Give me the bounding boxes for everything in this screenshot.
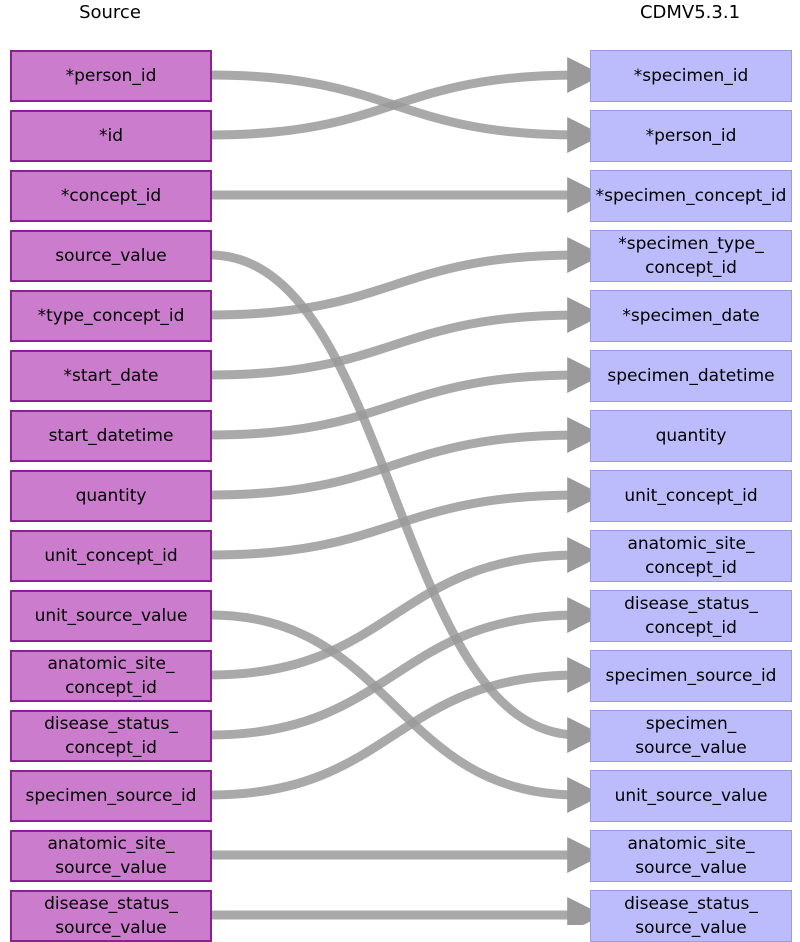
mapping-link-anatomic-site-concept-id-to-anatomic-site-concept-id	[209, 537, 604, 680]
source-field-start-date: *start_date	[10, 350, 212, 402]
target-column-header: CDMV5.3.1	[639, 2, 741, 23]
mapping-link-source-value-to-specimen-source-value	[209, 250, 604, 753]
mapping-link-type-concept-id-to-specimen-type-concept-id	[209, 237, 604, 320]
source-field-id: *id	[10, 110, 212, 162]
target-field-anatomic-site-concept-id: anatomic_site_ concept_id	[590, 530, 792, 582]
mapping-link-id-to-specimen-id	[209, 57, 604, 140]
source-field-concept-id: *concept_id	[10, 170, 212, 222]
source-field-person-id: *person_id	[10, 50, 212, 102]
target-field-specimen-type-concept-id: *specimen_type_ concept_id	[590, 230, 792, 282]
target-field-anatomic-site-source-value: anatomic_site_ source_value	[590, 830, 792, 882]
target-field-specimen-concept-id: *specimen_concept_id	[590, 170, 792, 222]
source-field-disease-status-source-value: disease_status_ source_value	[10, 890, 212, 942]
target-field-specimen-source-id: specimen_source_id	[590, 650, 792, 702]
target-field-person-id: *person_id	[590, 110, 792, 162]
target-field-specimen-date: *specimen_date	[590, 290, 792, 342]
mapping-link-start-datetime-to-specimen-datetime	[209, 357, 604, 440]
source-field-unit-concept-id: unit_concept_id	[10, 530, 212, 582]
target-field-unit-concept-id: unit_concept_id	[590, 470, 792, 522]
source-field-anatomic-site-concept-id: anatomic_site_ concept_id	[10, 650, 212, 702]
source-field-source-value: source_value	[10, 230, 212, 282]
source-field-specimen-source-id: specimen_source_id	[10, 770, 212, 822]
mapping-link-specimen-source-id-to-specimen-source-id	[209, 657, 604, 800]
target-field-unit-source-value: unit_source_value	[590, 770, 792, 822]
source-field-disease-status-concept-id: disease_status_ concept_id	[10, 710, 212, 762]
target-field-specimen-source-value: specimen_ source_value	[590, 710, 792, 762]
mapping-link-unit-concept-id-to-unit-concept-id	[209, 477, 604, 560]
source-field-start-datetime: start_datetime	[10, 410, 212, 462]
mapping-link-unit-source-value-to-unit-source-value	[209, 610, 604, 813]
target-field-specimen-id: *specimen_id	[590, 50, 792, 102]
source-column-header: Source	[79, 2, 141, 23]
mapping-link-start-date-to-specimen-date	[209, 297, 604, 380]
target-field-disease-status-concept-id: disease_status_ concept_id	[590, 590, 792, 642]
mapping-link-disease-status-concept-id-to-disease-status-concept-id	[209, 597, 604, 740]
source-field-unit-source-value: unit_source_value	[10, 590, 212, 642]
target-field-disease-status-source-value: disease_status_ source_value	[590, 890, 792, 942]
target-field-specimen-datetime: specimen_datetime	[590, 350, 792, 402]
source-field-quantity: quantity	[10, 470, 212, 522]
mapping-link-quantity-to-quantity	[209, 417, 604, 500]
source-field-anatomic-site-source-value: anatomic_site_ source_value	[10, 830, 212, 882]
target-field-quantity: quantity	[590, 410, 792, 462]
source-field-type-concept-id: *type_concept_id	[10, 290, 212, 342]
